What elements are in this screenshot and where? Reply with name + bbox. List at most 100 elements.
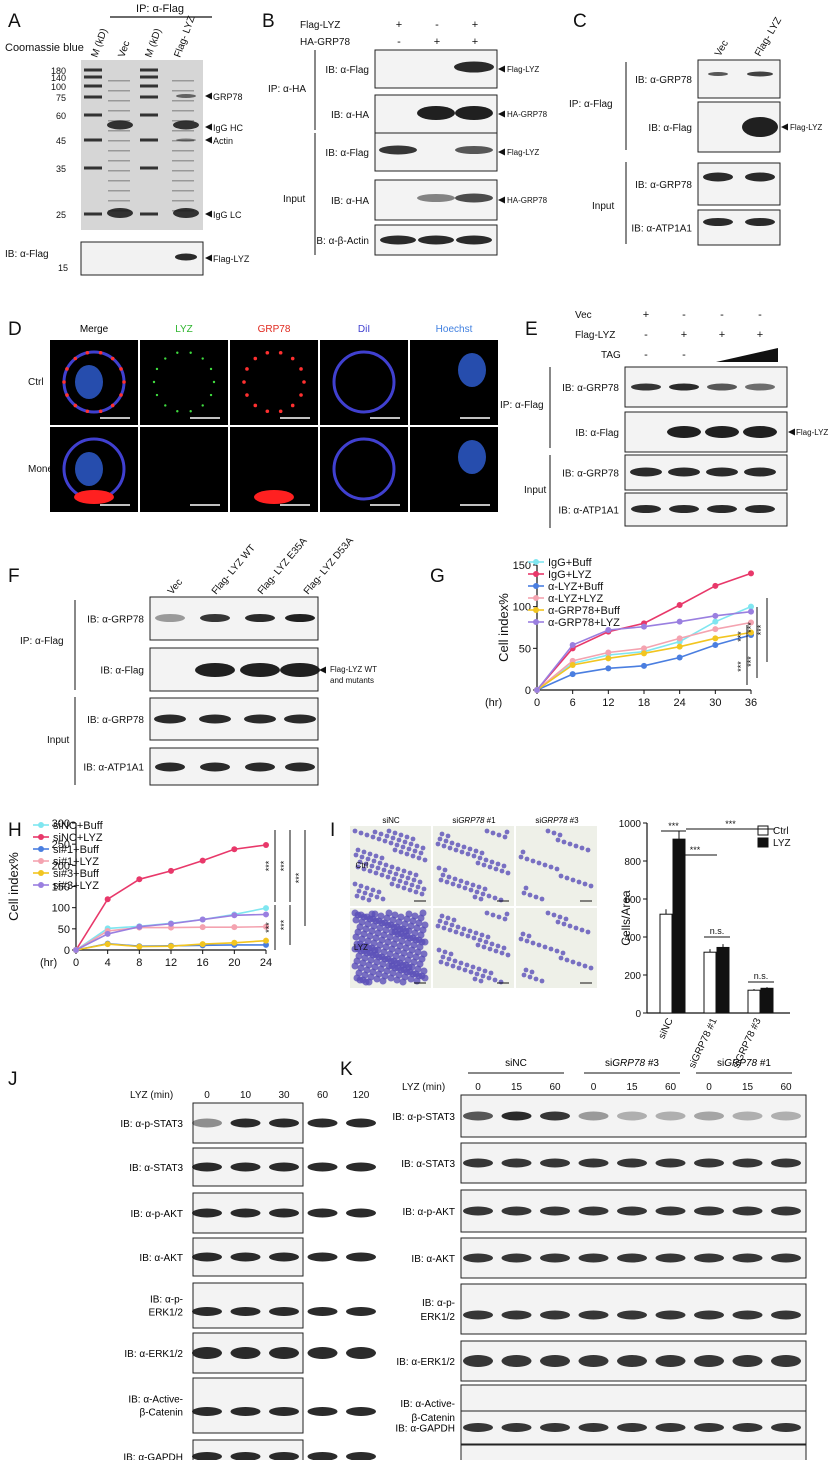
band bbox=[540, 1423, 570, 1432]
condition-label: TAG bbox=[601, 350, 621, 361]
channel-label: GRP78 bbox=[258, 324, 291, 335]
migrated-cell bbox=[375, 865, 381, 871]
migrated-cell bbox=[486, 975, 492, 981]
migrated-cell bbox=[374, 894, 380, 900]
migrated-cell bbox=[458, 878, 464, 884]
migrated-cell bbox=[359, 854, 365, 860]
blot-label: IB: α-p-AKT bbox=[403, 1207, 455, 1218]
band bbox=[192, 1118, 222, 1128]
band bbox=[668, 467, 700, 477]
migrated-cell bbox=[485, 934, 491, 940]
band bbox=[578, 1158, 609, 1168]
legend-swatch bbox=[757, 825, 769, 836]
migrated-cell bbox=[367, 851, 373, 857]
migrated-cell bbox=[585, 929, 591, 935]
data-point bbox=[748, 570, 754, 577]
migrated-cell bbox=[536, 860, 542, 866]
band bbox=[346, 1162, 376, 1172]
marker-band bbox=[84, 212, 102, 216]
data-point bbox=[676, 654, 683, 661]
migrated-cell bbox=[499, 950, 505, 956]
data-point bbox=[748, 603, 754, 610]
data-point bbox=[136, 943, 143, 950]
chart-G: G 0 50 100 150 0 6 12 18 24 30 36 (hr) Cell index% IgG… bbox=[430, 557, 768, 709]
migrated-cell bbox=[452, 876, 458, 882]
band bbox=[771, 1253, 801, 1263]
migrated-cell bbox=[529, 969, 535, 975]
x-tick-label: 12 bbox=[165, 957, 177, 969]
puncta bbox=[242, 380, 246, 384]
migrated-cell bbox=[524, 856, 530, 862]
migrated-cell bbox=[395, 866, 401, 872]
migrated-cell bbox=[389, 881, 395, 887]
y-tick-label: 800 bbox=[624, 857, 641, 868]
migrated-cell bbox=[414, 843, 420, 849]
band bbox=[155, 762, 185, 772]
migrated-cell bbox=[409, 970, 417, 978]
migrated-cell bbox=[480, 973, 486, 979]
blot-label: IB: α-GRP78 bbox=[562, 383, 619, 394]
migrated-cell bbox=[490, 830, 496, 836]
migrated-cell bbox=[370, 834, 376, 840]
band bbox=[269, 1252, 299, 1262]
migrated-cell bbox=[390, 923, 398, 931]
significance-stars: *** bbox=[279, 860, 289, 871]
migrated-cell bbox=[418, 938, 426, 946]
band bbox=[307, 1407, 338, 1416]
migrated-cell bbox=[407, 870, 413, 876]
migrated-cell bbox=[420, 845, 426, 851]
lane-smear bbox=[172, 130, 194, 132]
marker-label: 35 bbox=[56, 164, 66, 174]
legend-marker bbox=[38, 822, 44, 828]
band-arrow bbox=[205, 136, 212, 144]
group-label: IP: α-Flag bbox=[20, 636, 64, 647]
time-point: 60 bbox=[780, 1082, 792, 1093]
time-point: 120 bbox=[353, 1090, 370, 1101]
puncta bbox=[152, 380, 156, 384]
migrated-cell bbox=[558, 955, 564, 961]
tag-gradient-wedge bbox=[716, 348, 778, 362]
condition-sign: + bbox=[472, 36, 478, 48]
data-point bbox=[676, 643, 683, 650]
migrated-cell bbox=[385, 874, 391, 880]
band bbox=[708, 72, 728, 76]
data-point bbox=[263, 941, 269, 948]
migrated-cell bbox=[387, 869, 393, 875]
legend-label: Ctrl bbox=[773, 826, 789, 837]
row-label: Ctrl bbox=[356, 861, 369, 870]
band bbox=[655, 1355, 686, 1367]
migrated-cell bbox=[407, 887, 413, 893]
puncta bbox=[85, 409, 90, 414]
puncta bbox=[209, 393, 213, 397]
blot-label: IB: α-HA bbox=[331, 196, 369, 207]
marker-band bbox=[84, 95, 102, 99]
migrated-cell bbox=[438, 877, 444, 883]
blot-label: IB: α-GAPDH bbox=[395, 1424, 455, 1435]
series-line bbox=[536, 631, 752, 691]
migrated-cell bbox=[413, 872, 419, 878]
migrated-cell bbox=[470, 964, 476, 970]
puncta bbox=[253, 356, 258, 361]
legend-swatch bbox=[757, 837, 769, 848]
migrated-cell bbox=[521, 890, 527, 896]
puncta bbox=[73, 403, 78, 408]
row-label: LYZ bbox=[354, 943, 368, 952]
migrated-cell bbox=[436, 947, 442, 953]
migrated-cell bbox=[377, 860, 383, 866]
data-point bbox=[641, 662, 647, 669]
band bbox=[706, 467, 738, 477]
migrated-cell bbox=[421, 974, 429, 982]
data-point bbox=[605, 649, 612, 656]
puncta bbox=[212, 380, 216, 384]
migrated-cell bbox=[360, 913, 368, 921]
data-point bbox=[136, 923, 143, 930]
band bbox=[463, 1111, 493, 1121]
band bbox=[245, 614, 275, 622]
time-point: 10 bbox=[240, 1090, 252, 1101]
migrated-cell bbox=[473, 930, 479, 936]
band bbox=[307, 1452, 338, 1460]
legend-label: α-GRP78+Buff bbox=[548, 605, 621, 617]
column-label: siGRP78 #3 bbox=[535, 816, 579, 825]
migrated-cell bbox=[405, 963, 413, 971]
